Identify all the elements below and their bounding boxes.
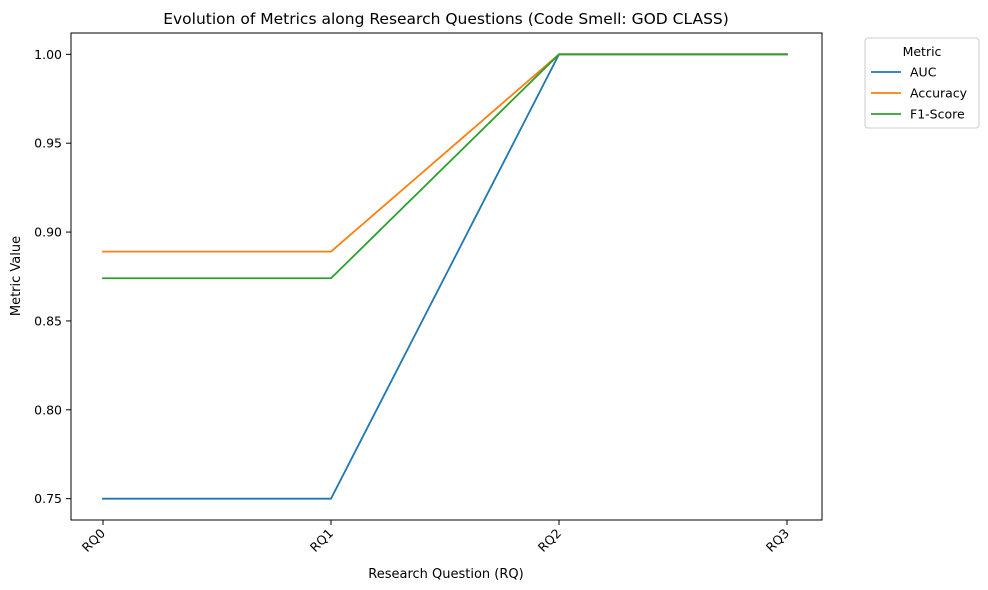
y-tick-label: 1.00 (34, 47, 62, 62)
legend-entry-label: Accuracy (910, 86, 968, 101)
series-line-f1-score (102, 53, 788, 280)
legend: Metric AUC Accuracy F1-Score (864, 37, 980, 129)
series-layer (102, 53, 788, 500)
y-axis-label: Metric Value (9, 236, 24, 316)
chart-title: Evolution of Metrics along Research Ques… (163, 10, 729, 28)
y-axis: 0.75 0.80 0.85 0.90 0.95 1.00 (34, 47, 71, 506)
legend-entry-label: F1-Score (910, 107, 965, 122)
y-tick-label: 0.75 (34, 491, 62, 506)
y-tick-label: 0.95 (34, 136, 62, 151)
legend-items: AUC Accuracy F1-Score (871, 65, 968, 122)
legend-box (864, 37, 980, 129)
y-tick-label: 0.80 (34, 402, 62, 417)
y-tick-label: 0.90 (34, 225, 62, 240)
plot-area-frame (70, 32, 823, 521)
y-tick-label: 0.85 (34, 313, 62, 328)
legend-entry-label: AUC (910, 65, 937, 80)
x-axis-label: Research Question (RQ) (368, 567, 523, 582)
legend-title: Metric (903, 44, 942, 59)
